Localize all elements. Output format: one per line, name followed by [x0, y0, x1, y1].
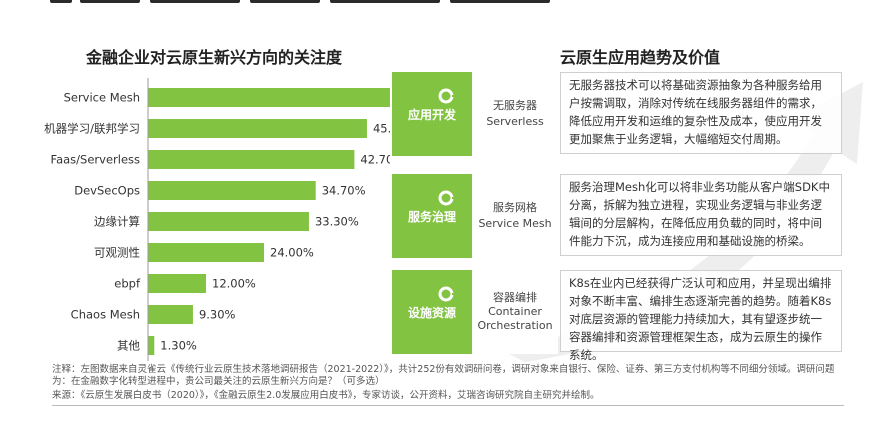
trend-category-box: 服务治理 [392, 174, 472, 258]
trend-row-app-dev: 应用开发 无服务器 Serverless 无服务器技术可以将基础资源抽象为各种服… [392, 72, 862, 156]
bar [148, 88, 390, 107]
trend-description: 服务治理Mesh化可以将非业务功能从客户端SDK中分离，拆解为独立进程，实现业务… [560, 174, 842, 256]
category-label: Service Mesh [64, 91, 140, 105]
trend-tech-en: Service Mesh [478, 217, 552, 230]
bar [148, 274, 206, 293]
trends-title: 云原生应用趋势及价值 [560, 48, 721, 67]
trend-tech-cn: 服务网格 [493, 201, 537, 214]
value-label: 45.30% [373, 122, 390, 136]
bar [148, 243, 264, 262]
value-label: 33.30% [315, 215, 359, 229]
trend-category-label: 服务治理 [407, 209, 456, 224]
trend-tech-en: Serverless [486, 115, 544, 128]
bar [148, 305, 193, 324]
value-label: 1.30% [160, 339, 197, 353]
trend-category-box: 应用开发 [392, 72, 472, 156]
trend-category-label: 设施资源 [407, 305, 456, 320]
category-label: ebpf [114, 277, 141, 291]
trend-tech: 服务网格 Service Mesh [472, 174, 558, 258]
value-label: 42.70% [360, 153, 390, 167]
bar [148, 336, 155, 355]
category-label: 其他 [117, 339, 140, 353]
footnote: 注释：左图数据来自灵雀云《传统行业云原生技术落地调研报告（2021-2022）》… [52, 364, 835, 387]
trend-category-box: 设施资源 [392, 270, 472, 354]
source-note: 来源：《云原生发展白皮书（2020）》，《金融云原生2.0发展应用白皮书》，专家… [52, 390, 600, 401]
trend-tech: 无服务器 Serverless [472, 72, 558, 156]
trend-tech-cn: 容器编排 [493, 291, 537, 304]
bar [148, 150, 355, 169]
divider [52, 405, 844, 406]
bar-chart: Service Mesh53.30%机器学习/联邦学习45.30%Faas/Se… [44, 78, 390, 361]
category-label: Chaos Mesh [71, 308, 140, 322]
chart-title: 金融企业对云原生新兴方向的关注度 [86, 48, 343, 67]
category-label: 机器学习/联邦学习 [44, 122, 140, 136]
trend-row-service-governance: 服务治理 服务网格 Service Mesh 服务治理Mesh化可以将非业务功能… [392, 174, 862, 258]
trend-tech: 容器编排 Container Orchestration [472, 270, 558, 354]
value-label: 12.00% [212, 277, 256, 291]
trend-category-label: 应用开发 [407, 107, 456, 122]
value-label: 34.70% [322, 184, 366, 198]
bar [148, 212, 309, 231]
category-label: 边缘计算 [94, 215, 140, 229]
value-label: 24.00% [270, 246, 314, 260]
category-label: 可观测性 [94, 246, 140, 260]
value-label: 9.30% [199, 308, 236, 322]
trend-description: K8s在业内已经获得广泛认可和应用，并呈现出编排对象不断丰富、编排生态逐渐完善的… [560, 270, 842, 362]
bar [148, 181, 316, 200]
bar [148, 119, 367, 138]
trend-description: 无服务器技术可以将基础资源抽象为各种服务给用户按需调取，消除对传统在线服务器组件… [560, 72, 842, 154]
trend-tech-en: Container Orchestration [477, 305, 553, 332]
trend-row-infrastructure: 设施资源 容器编排 Container Orchestration K8s在业内… [392, 270, 862, 362]
category-label: Faas/Serverless [51, 153, 140, 167]
category-label: DevSecOps [74, 184, 140, 198]
trend-tech-cn: 无服务器 [493, 99, 537, 112]
cropped-top-text [40, 0, 560, 8]
